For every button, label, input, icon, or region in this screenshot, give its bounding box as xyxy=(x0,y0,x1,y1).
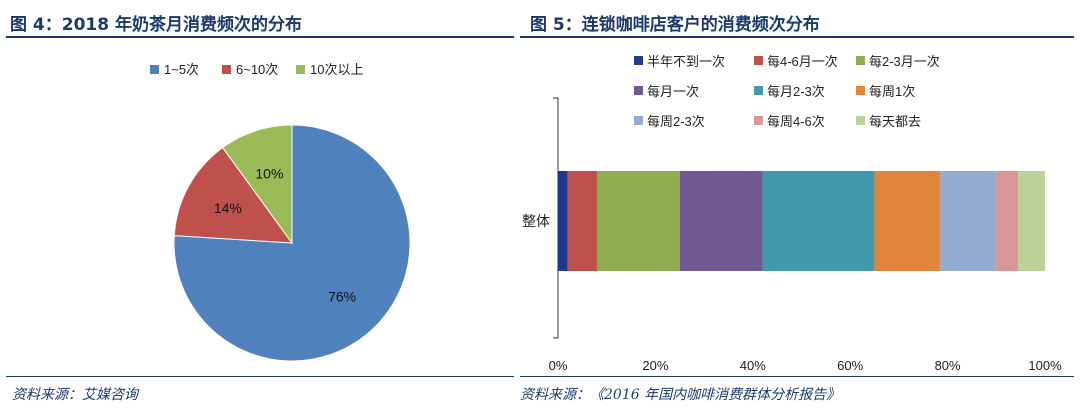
figure-5-source: 资料来源：《2016 年国内咖啡消费群体分析报告》 xyxy=(520,387,841,403)
bar-legend-swatch-3 xyxy=(856,56,865,65)
bar-segment-5 xyxy=(762,171,875,271)
pie-legend-swatch-2 xyxy=(222,65,231,74)
bar-legend-label-3: 每2-3月一次 xyxy=(869,54,940,69)
bar-segment-3 xyxy=(596,171,680,271)
figure-5-title: 图 5：连锁咖啡店客户的消费频次分布 xyxy=(530,15,820,35)
bar-x-tick-label-1: 0% xyxy=(549,358,568,373)
bar-x-tick-label-2: 20% xyxy=(642,358,668,373)
bar-x-tick-label-5: 80% xyxy=(935,358,961,373)
bar-segment-4 xyxy=(679,171,763,271)
bar-legend-swatch-1 xyxy=(634,56,643,65)
pie-legend-swatch-1 xyxy=(150,65,159,74)
bar-segment-1 xyxy=(558,171,568,271)
bar-category-label: 整体 xyxy=(522,213,550,229)
bar-legend-label-6: 每周1次 xyxy=(869,84,915,99)
bar-legend-swatch-5 xyxy=(754,86,763,95)
bar-legend-swatch-2 xyxy=(754,56,763,65)
bar-legend-label-5: 每月2-3次 xyxy=(767,84,825,99)
pie-legend-label-3: 10次以上 xyxy=(310,62,363,77)
figure-5-panel: 图 5：连锁咖啡店客户的消费频次分布 半年不到一次 每4-6月一次 每2-3月一次每… xyxy=(520,0,1080,420)
bar-legend-swatch-7 xyxy=(634,116,643,125)
bar-segment-2 xyxy=(567,171,597,271)
pie-slice-3 xyxy=(221,124,293,245)
pie-legend-label-2: 6~10次 xyxy=(236,62,278,77)
figure-5-bottom-rule xyxy=(520,376,1074,377)
bar-legend-label-2: 每4-6月一次 xyxy=(767,54,838,69)
figure-5-top-rule xyxy=(520,36,1074,38)
bar-segment-6 xyxy=(874,171,941,271)
bar-legend-swatch-9 xyxy=(856,116,865,125)
bar-x-tick-label-6: 100% xyxy=(1028,358,1062,373)
bar-legend-swatch-8 xyxy=(754,116,763,125)
bar-legend-label-1: 半年不到一次 xyxy=(647,54,725,69)
bar-segment-9 xyxy=(1018,171,1045,271)
figure-4-source: 资料来源：艾媒咨询 xyxy=(12,387,138,403)
figure-4-title: 图 4：2018 年奶茶月消费频次的分布 xyxy=(10,15,302,35)
bar-legend-label-7: 每周2-3次 xyxy=(647,114,705,129)
pie-legend-swatch-3 xyxy=(296,65,305,74)
bar-x-tick-label-4: 60% xyxy=(837,358,863,373)
figure-4-top-rule xyxy=(6,36,514,38)
figure-4-panel: 图 4：2018 年奶茶月消费频次的分布 1~5次 6~10次 10次以上 76% 14… xyxy=(0,0,520,420)
bar-legend-label-9: 每天都去 xyxy=(869,114,921,129)
bar-legend-label-4: 每月一次 xyxy=(647,84,699,99)
pie-value-label-3: 10% xyxy=(255,165,283,181)
pie-slice-1 xyxy=(173,124,411,362)
bar-legend-swatch-6 xyxy=(856,86,865,95)
pie-slice-2 xyxy=(173,146,294,244)
pie-value-label-2: 14% xyxy=(214,200,242,216)
bar-legend-swatch-4 xyxy=(634,86,643,95)
pie-value-label-1: 76% xyxy=(328,288,356,304)
figure-4-bottom-rule xyxy=(6,376,514,377)
bar-segment-7 xyxy=(940,171,997,271)
pie-legend-label-1: 1~5次 xyxy=(164,62,199,77)
bar-legend-label-8: 每周4-6次 xyxy=(767,114,825,129)
pie-chart: 1~5次 6~10次 10次以上 76% 14% 10% xyxy=(150,62,411,362)
bar-segment-8 xyxy=(996,171,1019,271)
bar-x-tick-label-3: 40% xyxy=(740,358,766,373)
